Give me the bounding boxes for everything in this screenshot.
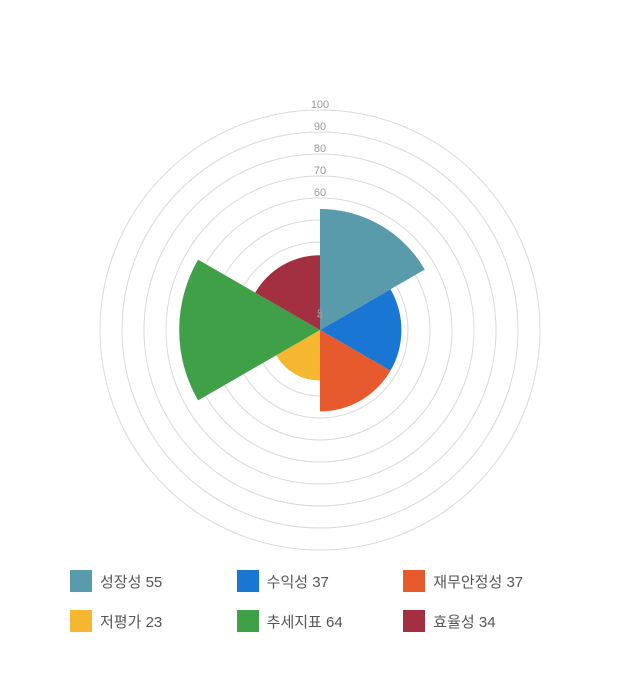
legend-swatch	[403, 570, 425, 592]
legend-label: 성장성 55	[100, 571, 162, 592]
polar-chart-svg: 4560708090100	[40, 40, 600, 560]
legend-swatch	[237, 610, 259, 632]
legend-item-5: 효율성 34	[403, 610, 570, 632]
legend-swatch	[70, 610, 92, 632]
legend-label: 저평가 23	[100, 611, 162, 632]
tick-label: 60	[314, 187, 326, 199]
legend-item-3: 저평가 23	[70, 610, 237, 632]
legend-label: 효율성 34	[433, 611, 495, 632]
tick-label: 5	[317, 308, 323, 320]
chart-legend: 성장성 55 수익성 37 재무안정성 37 저평가 23 추세지표 64 효율성 34	[40, 570, 600, 650]
legend-swatch	[237, 570, 259, 592]
tick-label: 70	[314, 165, 326, 177]
legend-label: 추세지표 64	[267, 611, 343, 632]
tick-label: 80	[314, 143, 326, 155]
legend-swatch	[403, 610, 425, 632]
legend-item-0: 성장성 55	[70, 570, 237, 592]
polar-chart-container: 4560708090100	[40, 40, 600, 560]
legend-item-1: 수익성 37	[237, 570, 404, 592]
legend-item-2: 재무안정성 37	[403, 570, 570, 592]
tick-label: 100	[311, 99, 329, 111]
legend-item-4: 추세지표 64	[237, 610, 404, 632]
legend-label: 수익성 37	[267, 571, 329, 592]
legend-swatch	[70, 570, 92, 592]
tick-label: 90	[314, 121, 326, 133]
legend-label: 재무안정성 37	[433, 571, 523, 592]
